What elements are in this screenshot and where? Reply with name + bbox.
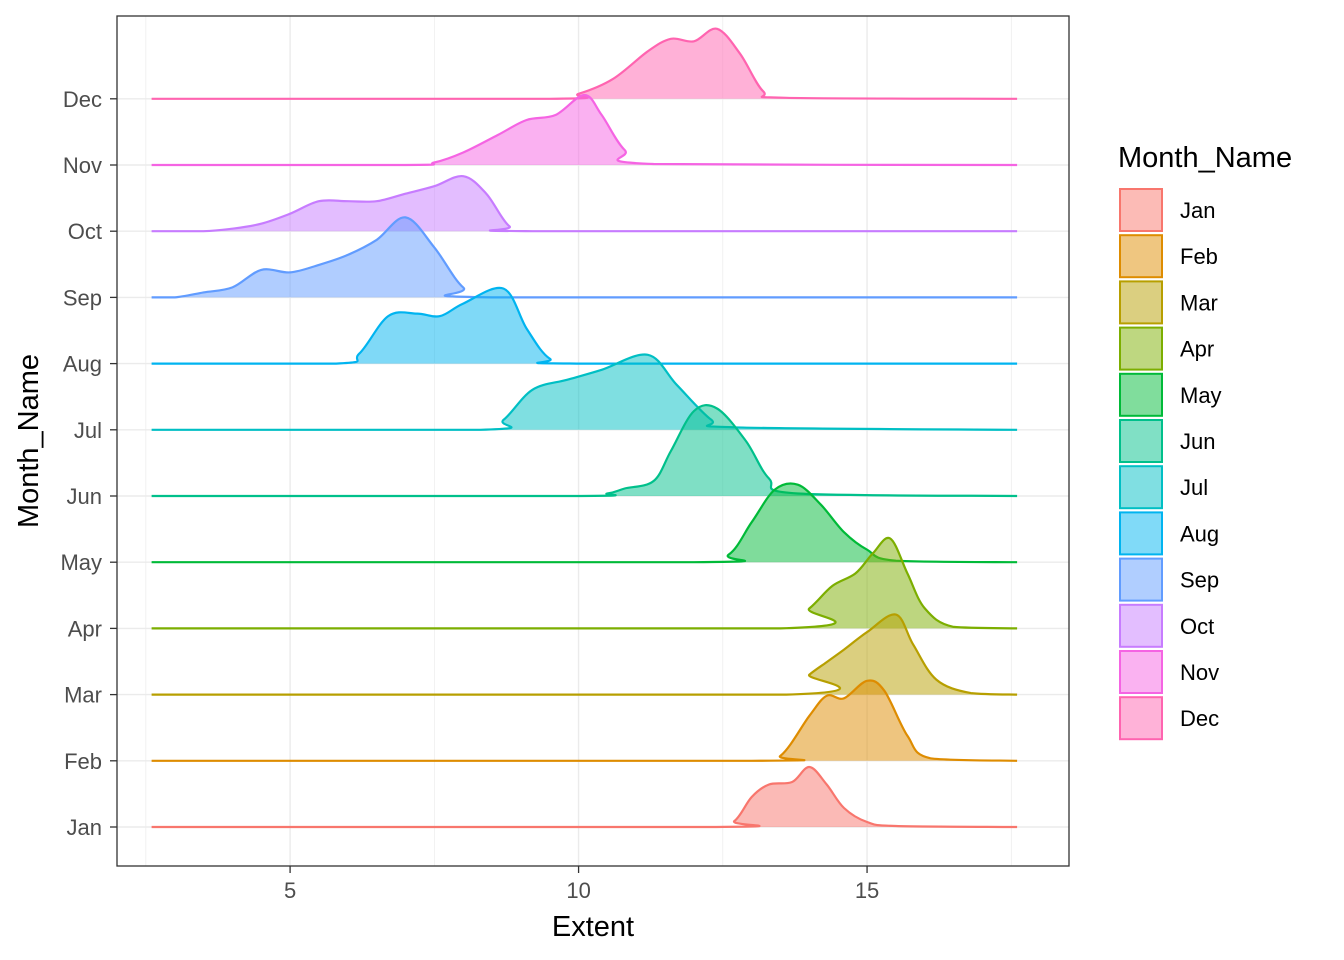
- legend-label-aug: Aug: [1180, 521, 1219, 546]
- legend-label-jul: Jul: [1180, 475, 1208, 500]
- ridge-line-nov: [151, 93, 1018, 167]
- ridge-jun: [151, 404, 1018, 498]
- ridge-mar: [151, 613, 1018, 696]
- x-tick-label: 5: [284, 878, 296, 903]
- ridge-fill-feb: [151, 680, 1018, 761]
- legend-key-feb: [1119, 234, 1163, 279]
- legend-key-jan: [1119, 188, 1163, 232]
- legend-label-may: May: [1180, 383, 1222, 408]
- ridge-dec: [151, 27, 1018, 100]
- legend-label-oct: Oct: [1180, 614, 1214, 639]
- ridge-aug: [151, 286, 1018, 365]
- x-tick-label: 15: [855, 878, 879, 903]
- y-tick-label: Feb: [64, 749, 102, 774]
- ridge-line-apr: [151, 536, 1018, 630]
- legend: Month_Name Jan Feb Mar Apr May Jun Jul Aug Sep Oc…: [1118, 142, 1292, 741]
- y-tick-label: Mar: [64, 683, 102, 708]
- legend-key-dec: [1119, 696, 1163, 741]
- legend-label-jun: Jun: [1180, 429, 1215, 454]
- y-axis: Jan Feb Mar Apr May Jun Jul Aug Sep Oct Nov Dec: [60, 87, 117, 840]
- x-tick-label: 10: [566, 878, 590, 903]
- legend-key-mar: [1119, 280, 1163, 325]
- ridge-nov: [151, 93, 1018, 167]
- ridge-fill-nov: [151, 95, 1018, 165]
- y-tick-label: May: [60, 550, 102, 575]
- legend-label-apr: Apr: [1180, 337, 1214, 362]
- ridge-fill-aug: [151, 287, 1018, 364]
- y-tick-label: Jan: [67, 815, 102, 840]
- legend-title: Month_Name: [1118, 142, 1292, 174]
- y-tick-label: Dec: [63, 87, 102, 112]
- legend-key-aug: [1119, 511, 1163, 556]
- y-tick-label: Jun: [67, 484, 102, 509]
- y-tick-label: Nov: [63, 153, 102, 178]
- y-tick-label: Aug: [63, 352, 102, 377]
- ridge-line-aug: [151, 286, 1018, 365]
- legend-key-apr: [1119, 326, 1163, 371]
- ridge-line-jan: [151, 765, 1018, 829]
- density-ridges: [151, 27, 1018, 829]
- legend-key-jun: [1119, 419, 1163, 463]
- ridge-fill-jul: [151, 354, 1018, 430]
- ridge-line-mar: [151, 613, 1018, 696]
- legend-label-mar: Mar: [1180, 290, 1218, 315]
- legend-label-nov: Nov: [1180, 660, 1219, 685]
- legend-key-may: [1119, 372, 1163, 417]
- ridge-line-dec: [151, 27, 1018, 100]
- x-axis-title: Extent: [552, 911, 634, 943]
- ridge-line-feb: [151, 679, 1018, 762]
- ridge-fill-sep: [151, 217, 1018, 298]
- legend-label-feb: Feb: [1180, 244, 1218, 269]
- legend-key-nov: [1119, 650, 1163, 694]
- y-tick-label: Jul: [74, 418, 102, 443]
- ridge-apr: [151, 536, 1018, 630]
- ridge-fill-oct: [151, 176, 1018, 232]
- legend-label-jan: Jan: [1180, 198, 1215, 223]
- y-tick-label: Apr: [68, 616, 102, 641]
- legend-key-sep: [1119, 557, 1163, 602]
- ridge-fill-may: [151, 483, 1018, 563]
- y-tick-label: Sep: [63, 285, 102, 310]
- x-axis: 5 10 15: [284, 866, 879, 903]
- ridge-line-oct: [151, 175, 1018, 233]
- legend-key-oct: [1119, 603, 1163, 648]
- ridge-oct: [151, 175, 1018, 233]
- ridge-fill-mar: [151, 614, 1018, 695]
- y-tick-label: Oct: [68, 219, 102, 244]
- ridge-line-jun: [151, 404, 1018, 498]
- plot-border: [116, 15, 1070, 867]
- legend-label-dec: Dec: [1180, 706, 1219, 731]
- ridge-jan: [151, 765, 1018, 829]
- legend-label-sep: Sep: [1180, 568, 1219, 593]
- y-axis-title: Month_Name: [13, 354, 45, 528]
- ridge-fill-apr: [151, 537, 1018, 629]
- ridge-fill-jan: [151, 766, 1018, 827]
- ridge-feb: [151, 679, 1018, 762]
- legend-key-jul: [1119, 465, 1163, 510]
